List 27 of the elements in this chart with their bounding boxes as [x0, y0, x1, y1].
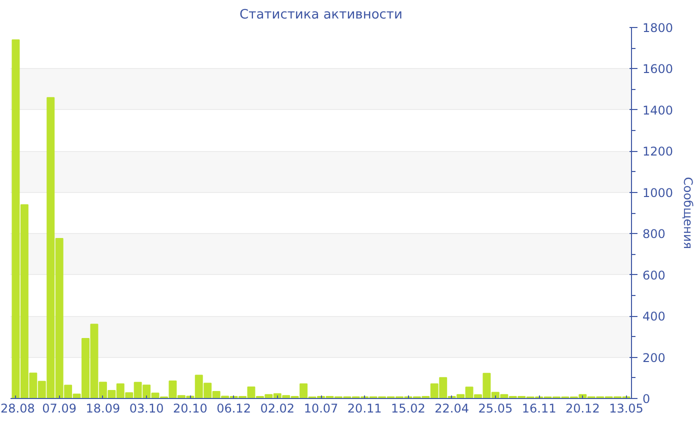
- x-tick-label: 07.09: [42, 402, 77, 416]
- y-tick-label: 200: [642, 350, 666, 365]
- y-tick-label: 400: [642, 310, 666, 324]
- x-tick-label: 06.12: [216, 402, 251, 416]
- y-tick-label: 1200: [642, 144, 674, 159]
- y-tick-label: 600: [642, 268, 666, 282]
- x-tick-label: 13.05: [609, 402, 644, 416]
- x-tick-label: 20.10: [172, 402, 208, 416]
- x-tick-label: 20.11: [347, 402, 382, 416]
- y-tick-label: 800: [642, 227, 666, 242]
- x-tick-label: 10.07: [304, 402, 338, 416]
- y-tick-label: 1400: [642, 103, 674, 118]
- y-tick-label: 1000: [642, 186, 674, 200]
- y-tick-label: 0: [642, 392, 650, 406]
- x-tick-label: 02.02: [260, 402, 295, 416]
- chart-title: Статистика активности: [240, 8, 402, 22]
- y-axis-title: Сообщения: [681, 176, 696, 250]
- x-tick-label: 28.08: [0, 402, 35, 416]
- x-tick-label: 15.02: [391, 402, 426, 416]
- y-tick-label: 1800: [642, 21, 674, 35]
- x-tick-label: 18.09: [86, 402, 120, 416]
- x-tick-label: 20.12: [565, 402, 600, 416]
- x-tick-label: 16.11: [522, 402, 556, 416]
- x-tick-label: 25.05: [478, 402, 513, 416]
- x-tick-label: 22.04: [434, 402, 470, 416]
- y-tick-label: 1600: [642, 62, 674, 76]
- x-tick-label: 03.10: [129, 402, 164, 416]
